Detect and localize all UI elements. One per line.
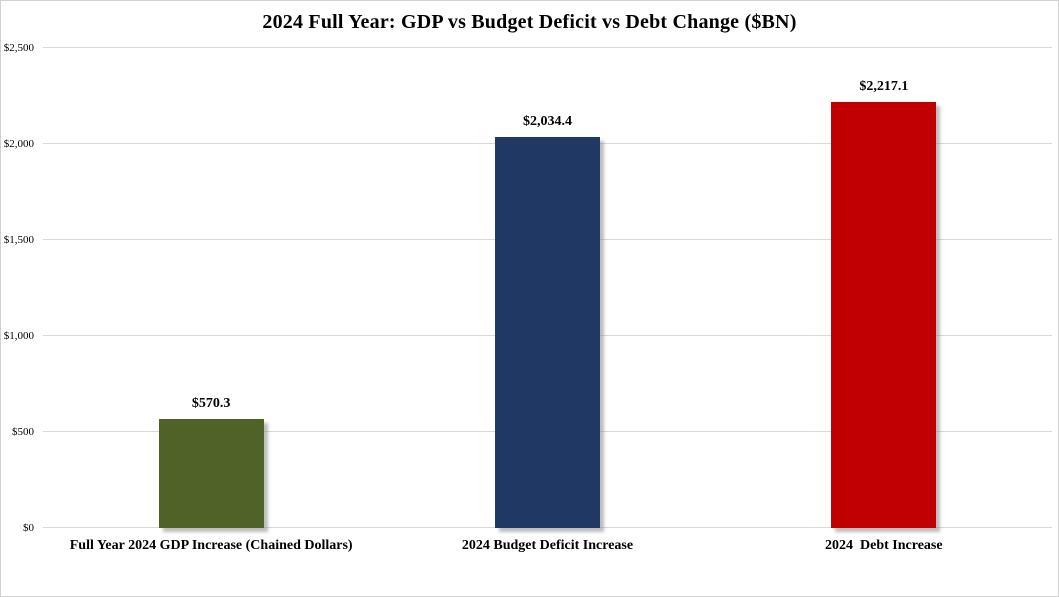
y-tick-label-2000: $2,000	[3, 138, 34, 150]
bar-value-label-1: $570.3	[191, 395, 231, 411]
y-tick-label-1000: $1,000	[3, 330, 34, 342]
bar-value-label-2: $2,034.4	[522, 114, 572, 130]
bars-row: $570.3 $2,034.4 $2,217.1	[43, 48, 1052, 528]
category-cell-2: $2,034.4	[379, 48, 715, 528]
y-tick-label-2500: $2,500	[3, 42, 34, 54]
plot-area: $570.3 $2,034.4 $2,217.1	[43, 47, 1052, 528]
x-category-label-2: 2024 Budget Deficit Increase	[461, 538, 634, 553]
bar-1: $570.3	[158, 396, 264, 528]
bar-value-label-3: $2,217.1	[859, 79, 909, 95]
y-tick-label-0: $0	[23, 522, 34, 534]
category-cell-1: $570.3	[43, 48, 379, 528]
bar-2: $2,034.4	[494, 114, 600, 528]
chart-title: 2024 Full Year: GDP vs Budget Deficit vs…	[262, 11, 797, 33]
y-axis: $0 $500 $1,000 $1,500 $2,000 $2,500	[1, 42, 35, 534]
y-tick-label-500: $500	[12, 426, 34, 438]
category-cell-3: $2,217.1	[716, 48, 1052, 528]
x-category-label-1: Full Year 2024 GDP Increase (Chained Dol…	[69, 538, 353, 553]
gridline-2500	[43, 47, 1052, 48]
bar-3: $2,217.1	[831, 79, 937, 528]
x-category-label-3: 2024 Debt Increase	[825, 538, 943, 553]
y-tick-label-1500: $1,500	[3, 234, 34, 246]
x-axis: Full Year 2024 GDP Increase (Chained Dol…	[43, 538, 1052, 554]
